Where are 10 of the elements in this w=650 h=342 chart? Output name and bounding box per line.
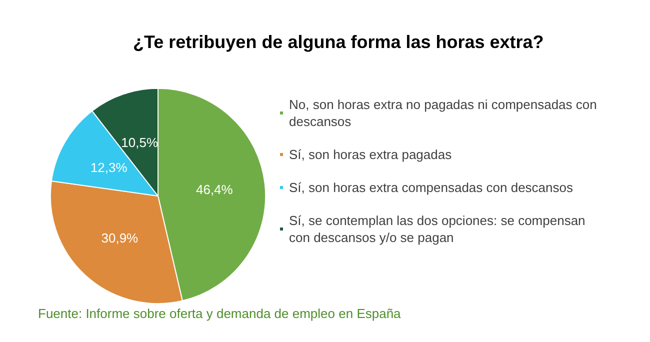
- legend-label: Sí, se contemplan las dos opciones: se compensan con descansos y/o se pagan: [289, 213, 589, 245]
- legend-label: No, son horas extra no pagadas ni compensadas con descansos: [289, 97, 600, 129]
- source-note: Fuente: Informe sobre oferta y demanda de empleo en España: [38, 306, 402, 321]
- data-label: 30,9%: [101, 230, 139, 246]
- legend-label: Sí, son horas extra pagadas: [289, 147, 452, 162]
- legend-label: Sí, son horas extra compensadas con descansos: [289, 180, 574, 195]
- data-label: 46,4%: [196, 182, 234, 198]
- data-label: 12,3%: [90, 160, 128, 175]
- data-label: 10,5%: [121, 134, 158, 150]
- chart-title: ¿Te retribuyen de alguna forma las horas extra?: [133, 32, 544, 52]
